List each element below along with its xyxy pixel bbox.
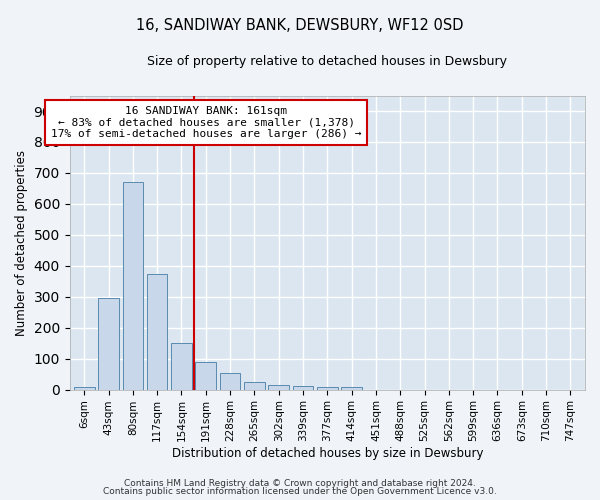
Text: Contains public sector information licensed under the Open Government Licence v3: Contains public sector information licen… [103,487,497,496]
Bar [317,386,338,390]
Text: 16, SANDIWAY BANK, DEWSBURY, WF12 0SD: 16, SANDIWAY BANK, DEWSBURY, WF12 0SD [136,18,464,32]
Text: Contains HM Land Registry data © Crown copyright and database right 2024.: Contains HM Land Registry data © Crown c… [124,478,476,488]
Bar [341,387,362,390]
Bar [293,386,313,390]
Bar [196,362,216,390]
Bar [122,182,143,390]
Bar [98,298,119,390]
Bar [74,386,95,390]
X-axis label: Distribution of detached houses by size in Dewsbury: Distribution of detached houses by size … [172,447,483,460]
Title: Size of property relative to detached houses in Dewsbury: Size of property relative to detached ho… [148,55,508,68]
Text: 16 SANDIWAY BANK: 161sqm
← 83% of detached houses are smaller (1,378)
17% of sem: 16 SANDIWAY BANK: 161sqm ← 83% of detach… [51,106,361,139]
Bar [244,382,265,390]
Bar [147,274,167,390]
Bar [171,343,192,390]
Bar [268,385,289,390]
Y-axis label: Number of detached properties: Number of detached properties [15,150,28,336]
Bar [220,372,241,390]
